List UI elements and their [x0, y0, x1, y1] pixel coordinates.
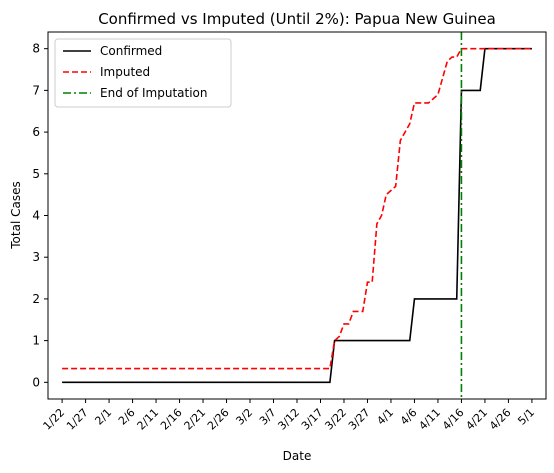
plot-area [62, 32, 532, 399]
x-tick-label: 2/1 [92, 406, 114, 428]
x-tick-label: 3/22 [322, 406, 349, 433]
legend-label: Imputed [100, 65, 150, 79]
x-tick-label: 4/21 [463, 406, 490, 433]
x-tick-label: 3/2 [233, 406, 255, 428]
y-tick-label: 8 [32, 42, 40, 56]
series-line-confirmed [62, 47, 532, 384]
y-tick-label: 4 [32, 209, 40, 223]
legend-label: Confirmed [100, 44, 162, 58]
y-tick-label: 1 [32, 334, 40, 348]
x-tick-label: 4/16 [440, 406, 467, 433]
x-tick-label: 4/11 [416, 406, 443, 433]
x-tick-label: 1/27 [64, 406, 91, 433]
y-tick-label: 7 [32, 83, 40, 97]
y-axis: 0 1 2 3 4 5 6 7 8 [32, 42, 48, 389]
x-axis-label: Date [283, 449, 312, 463]
y-tick-label: 5 [32, 167, 40, 181]
y-tick-label: 6 [32, 125, 40, 139]
x-tick-label: 3/12 [275, 406, 302, 433]
x-tick-label: 5/1 [515, 406, 537, 428]
x-tick-label: 3/27 [346, 406, 373, 433]
y-tick-label: 0 [32, 375, 40, 389]
x-tick-label: 4/26 [487, 406, 514, 433]
legend: Confirmed Imputed End of Imputation [54, 38, 232, 108]
y-axis-label: Total Cases [9, 181, 23, 249]
x-tick-label: 1/22 [41, 406, 68, 433]
x-tick-label: 2/26 [205, 406, 232, 433]
y-tick-label: 3 [32, 250, 40, 264]
legend-box [54, 38, 232, 108]
x-tick-label: 3/17 [299, 406, 326, 433]
x-tick-label: 2/21 [181, 406, 208, 433]
chart-title: Confirmed vs Imputed (Until 2%): Papua N… [98, 10, 496, 28]
x-tick-label: 4/1 [374, 406, 396, 428]
x-axis: 1/221/27 2/1 2/62/112/162/212/26 3/2 3/73/12… [41, 399, 537, 433]
legend-label: End of Imputation [100, 86, 208, 100]
x-tick-label: 2/16 [158, 406, 185, 433]
y-tick-label: 2 [32, 292, 40, 306]
x-tick-label: 2/11 [135, 406, 162, 433]
series-line-imputed [62, 47, 532, 370]
